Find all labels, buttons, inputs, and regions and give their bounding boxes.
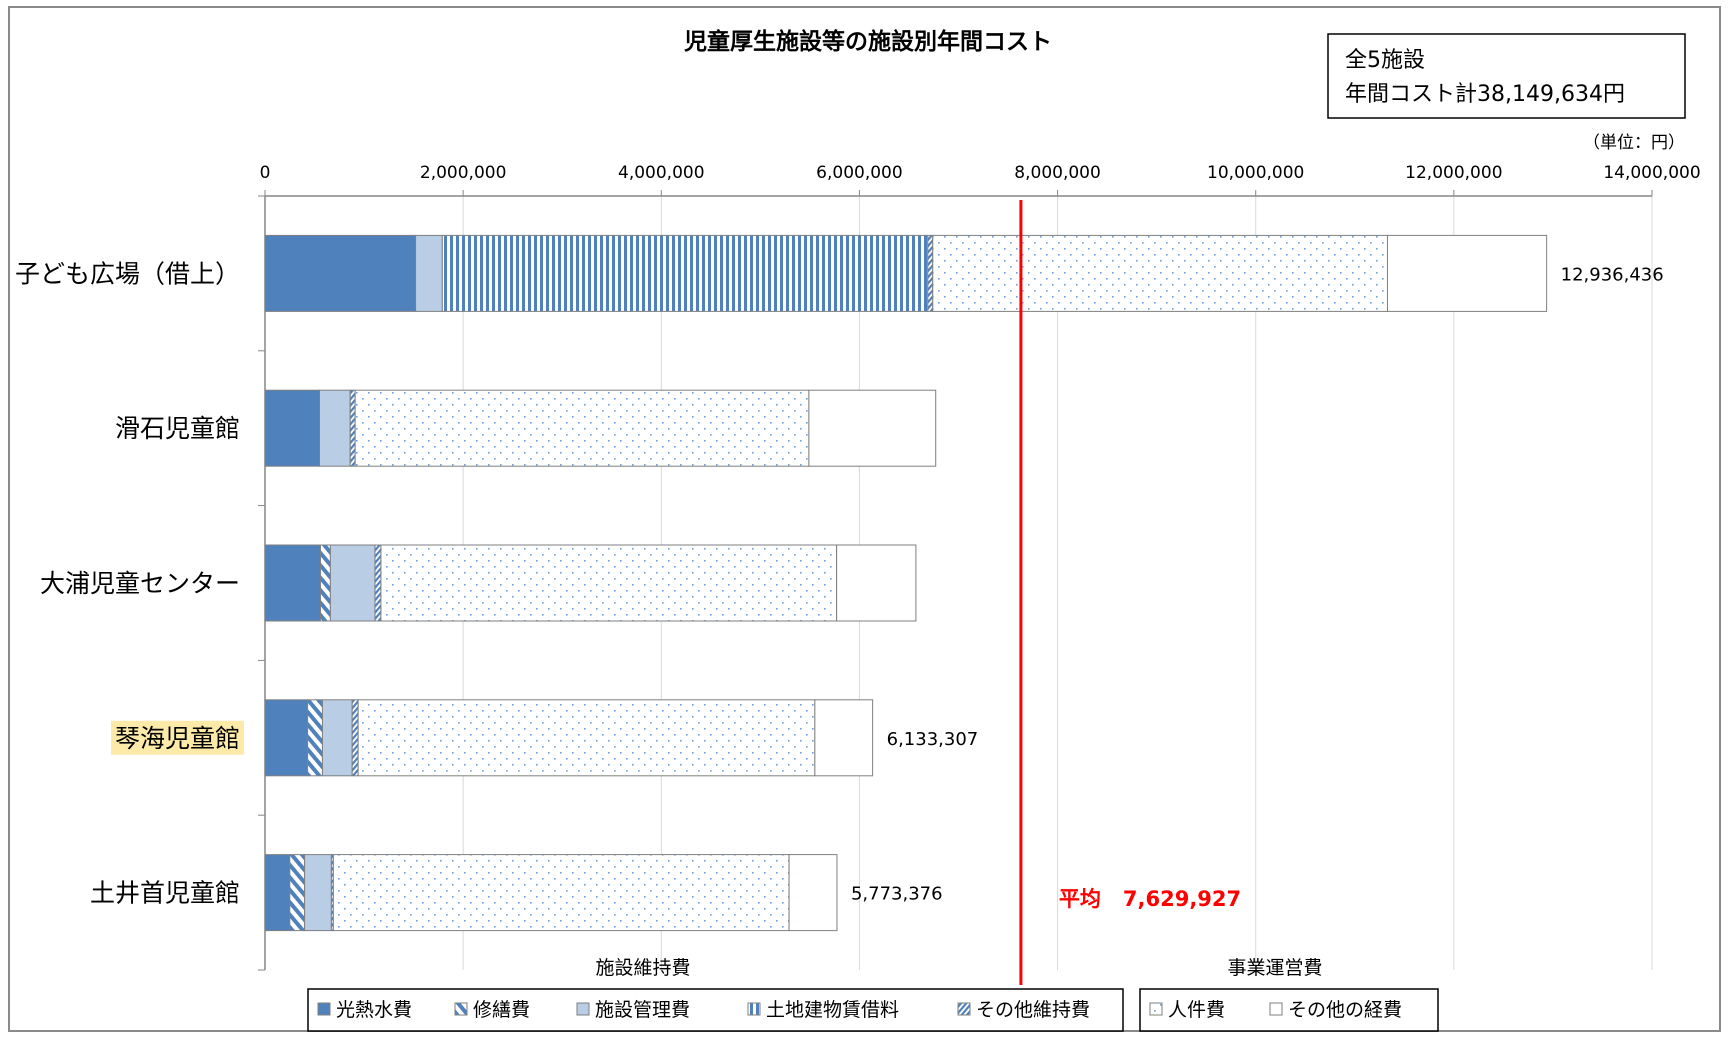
bar-segment-6 [357,699,816,777]
x-tick-label: 10,000,000 [1207,163,1304,183]
bar-segment-3 [321,699,353,777]
x-tick-label: 14,000,000 [1603,163,1700,183]
bar-segment-4 [441,234,929,312]
bar-segment-3 [304,854,332,932]
legend-label: 人件費 [1168,999,1225,1021]
bar-segment-5 [349,389,356,467]
average-label: 平均 [1059,887,1101,911]
unit-label: （単位：円） [1583,133,1685,153]
bar-segment-6 [354,389,810,467]
legend-swatch [1149,1002,1163,1016]
legend-group-box [307,988,1124,1032]
bar-segment-7 [808,389,937,467]
legend-group-box [1139,988,1439,1032]
chart-title: 児童厚生施設等の施設別年間コスト [683,28,1052,55]
bar-segment-1 [264,699,309,777]
summary-box: 全5施設 年間コスト計38,149,634円 [1327,33,1686,119]
bar-segment-5 [374,544,382,622]
x-tick-label: 4,000,000 [618,163,705,183]
total-label: 6,133,307 [887,729,979,750]
bar-segment-1 [264,389,320,467]
bar-segment-7 [836,544,917,622]
x-tick-label: 6,000,000 [816,163,903,183]
average-value: 7,629,927 [1123,887,1241,911]
bar-segment-3 [318,389,351,467]
labels: 0 2,000,000 4,000,000 6,000,000 8,000,000 10,… [15,163,1701,908]
legend-label: 光熱水費 [336,999,412,1021]
bar-segment-1 [264,544,321,622]
summary-box-frame [1327,33,1686,119]
legend-group-title: 施設維持費 [595,957,690,979]
legend-group-title: 事業運営費 [1227,957,1322,979]
legend-label: 修繕費 [473,999,530,1021]
legend-swatch [1269,1002,1283,1016]
average-marker: 平均 7,629,927 [1019,200,1241,985]
summary-box-line-1: 全5施設 [1345,48,1425,73]
bar-segment-7 [814,699,874,777]
x-tick-label: 8,000,000 [1014,163,1101,183]
legend-swatch [576,1002,590,1016]
bar-segment-7 [788,854,838,932]
bar-segment-7 [1386,234,1548,312]
bar-segment-2 [289,854,306,932]
bar-segment-6 [932,234,1388,312]
category-label: 子ども広場（借上） [15,259,240,288]
legend-label: その他の経費 [1288,999,1402,1021]
bar-segment-1 [264,234,417,312]
summary-box-line-2: 年間コスト計38,149,634円 [1345,82,1625,107]
bars [264,234,1548,932]
legend-label: 土地建物賃借料 [766,999,899,1021]
bar-segment-3 [415,234,443,312]
bar-segment-6 [332,854,790,932]
legend-swatch [454,1002,468,1016]
legend-label: その他維持費 [976,999,1090,1021]
bar-segment-6 [380,544,838,622]
legend-label: 施設管理費 [595,999,690,1021]
x-tick-label: 0 [260,163,271,183]
x-tick-label: 2,000,000 [420,163,507,183]
category-label: 滑石児童館 [115,414,240,443]
x-tick-label: 12,000,000 [1405,163,1502,183]
category-label: 琴海児童館 [115,724,240,753]
category-label: 大浦児童センター [40,569,240,598]
category-label: 土井首児童館 [90,879,240,908]
legend-swatch [747,1002,761,1016]
legend-swatch [957,1002,971,1016]
bar-segment-2 [319,544,331,622]
bar-segment-2 [307,699,323,777]
bar-segment-3 [329,544,376,622]
total-label: 12,936,436 [1561,264,1664,285]
total-label: 5,773,376 [851,884,943,905]
bar-segment-5 [927,234,934,312]
bar-segment-1 [264,854,291,932]
legend-swatch [317,1002,331,1016]
bar-segment-5 [351,699,359,777]
category-highlight [110,720,244,755]
